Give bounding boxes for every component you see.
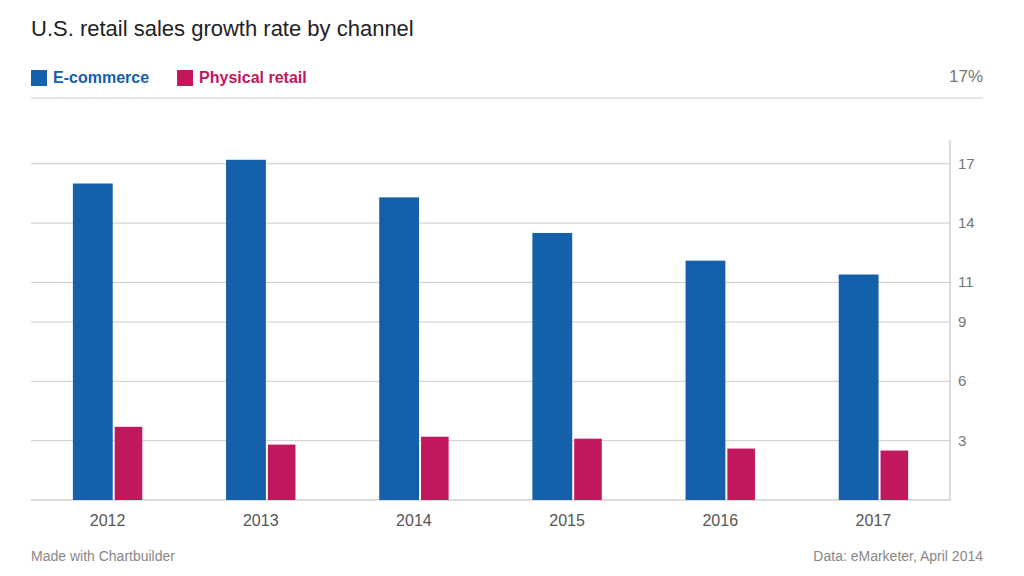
chart-container: U.S. retail sales growth rate by channel…	[0, 0, 1024, 576]
x-tick-label: 2012	[90, 512, 126, 529]
x-tick-label: 2013	[243, 512, 279, 529]
footer-right: Data: eMarketer, April 2014	[813, 548, 983, 564]
y-axis-line	[950, 140, 951, 500]
y-tick-label: 6	[958, 372, 966, 389]
x-tick-label: 2017	[856, 512, 892, 529]
grid-line	[31, 163, 950, 164]
bar	[839, 275, 879, 500]
bar	[421, 437, 449, 500]
chart-svg: U.S. retail sales growth rate by channel…	[0, 0, 1024, 576]
grid-line	[31, 381, 950, 382]
x-tick-label: 2016	[702, 512, 738, 529]
bar	[379, 197, 419, 500]
y-tick-label: 14	[958, 214, 975, 231]
bar	[115, 427, 143, 500]
x-tick-label: 2015	[549, 512, 585, 529]
bars	[73, 160, 908, 500]
bar	[686, 261, 726, 500]
legend-swatch	[177, 70, 193, 86]
y-axis: 3 6 9 11 14 17	[950, 140, 975, 500]
y-tick-label: 3	[958, 432, 966, 449]
y-tick-label: 17	[958, 155, 975, 172]
grid-line	[31, 321, 950, 322]
bar	[268, 445, 296, 500]
separator	[31, 98, 983, 99]
legend: E-commerce Physical retail	[31, 69, 307, 86]
bar	[73, 184, 113, 500]
bar	[881, 451, 909, 500]
x-tick-label: 2014	[396, 512, 432, 529]
bar	[226, 160, 266, 500]
legend-swatch	[31, 70, 47, 86]
y-tick-label: 11	[958, 273, 974, 290]
title: U.S. retail sales growth rate by channel	[31, 16, 414, 41]
x-axis: 2012 2013 2014 2015 2016 2017	[90, 512, 892, 529]
legend-label: E-commerce	[53, 69, 149, 86]
y-tick-label: 9	[958, 313, 966, 330]
footer-left: Made with Chartbuilder	[31, 548, 175, 564]
top-label: 17%	[949, 67, 983, 86]
grid	[31, 164, 950, 441]
legend-label: Physical retail	[199, 69, 307, 86]
bar	[574, 439, 602, 500]
x-axis-line	[31, 500, 950, 501]
bar	[727, 449, 755, 500]
grid-line	[31, 440, 950, 441]
bar	[532, 233, 572, 500]
grid-line	[31, 282, 950, 283]
grid-line	[31, 223, 950, 224]
